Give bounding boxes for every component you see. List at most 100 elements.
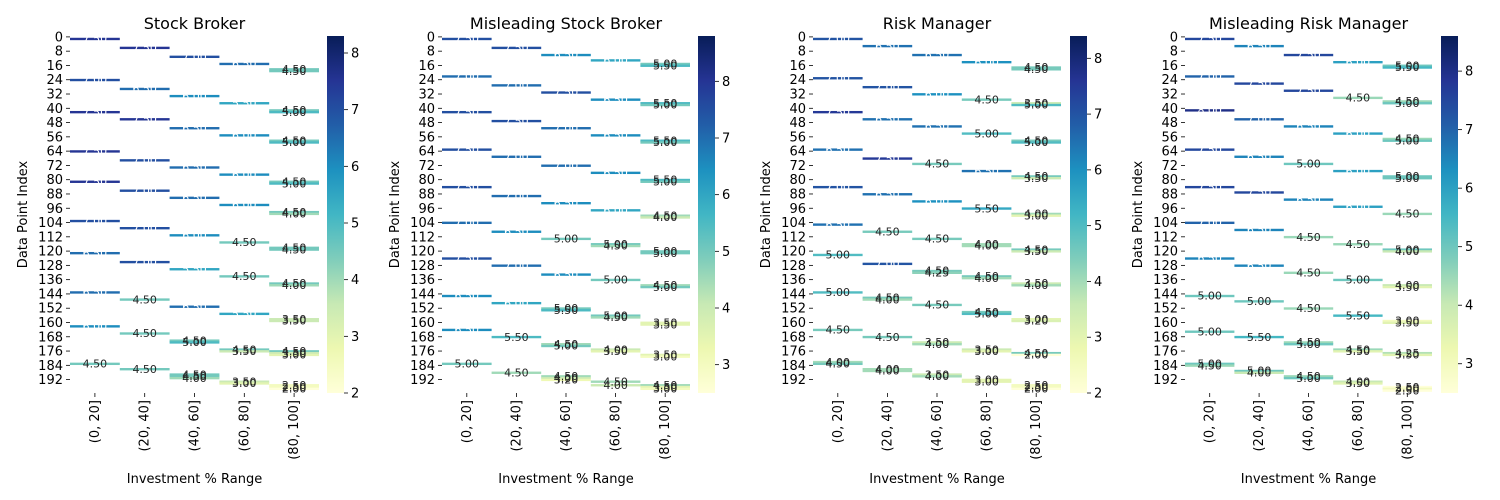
y-tick-label: 16 xyxy=(46,59,63,74)
heatmap-cell xyxy=(219,134,270,137)
heatmap-cell xyxy=(269,353,319,357)
colorbar-tick-label: 6 xyxy=(351,160,359,175)
cell-value-label: 5.00 xyxy=(653,281,678,294)
heatmap-cell xyxy=(442,257,492,260)
y-tick-label: 184 xyxy=(410,359,435,374)
heatmap-cell xyxy=(813,223,863,226)
cell-value-label: 4.00 xyxy=(554,372,579,385)
cell-value-label: 3.50 xyxy=(925,368,950,381)
colorbar-tick-label: 2 xyxy=(351,387,359,402)
heatmap-cell xyxy=(442,110,492,114)
heatmap-cell xyxy=(1185,364,1235,367)
heatmap-cell xyxy=(269,212,319,216)
heatmap-cell xyxy=(70,150,120,153)
cell-value-label: 4.00 xyxy=(1395,279,1420,292)
heatmap-cell xyxy=(640,178,690,182)
heatmap-cell xyxy=(442,362,492,366)
cell-value-label: 7.00 xyxy=(875,81,900,94)
x-axis-label: Investment % Range xyxy=(127,472,262,487)
heatmap-cell xyxy=(961,348,1012,351)
cell-value-label: 3.50 xyxy=(232,345,257,358)
cell-value-label: 6.50 xyxy=(1247,224,1272,237)
cell-value-label: 4.50 xyxy=(282,345,307,358)
colorbar-tick-label: 8 xyxy=(1465,65,1473,80)
cell-value-label: 6.00 xyxy=(925,88,950,101)
y-tick-label: 136 xyxy=(1153,273,1178,288)
y-tick-label: 160 xyxy=(410,316,435,331)
colorbar-tick-label: 6 xyxy=(722,188,730,203)
heatmap-cell xyxy=(70,110,120,114)
y-axis-label: Data Point Index xyxy=(388,161,403,269)
cell-value-label: 7.50 xyxy=(1296,49,1321,62)
cell-value-label: 7.50 xyxy=(455,106,480,119)
cell-value-label: 6.00 xyxy=(182,90,207,103)
cell-value-label: 4.00 xyxy=(875,363,900,376)
cell-value-label: 5.50 xyxy=(653,134,678,147)
heatmap-cell xyxy=(119,159,170,162)
cell-value-label: 4.25 xyxy=(1395,347,1420,360)
y-tick-label: 40 xyxy=(789,102,806,117)
cell-value-label: 7.50 xyxy=(455,143,480,156)
cell-value-label: 7.50 xyxy=(1247,186,1272,199)
cell-value-label: 4.00 xyxy=(1395,245,1420,258)
heatmap-cell xyxy=(269,182,319,185)
cell-value-label: 6.00 xyxy=(504,297,529,310)
cell-value-label: 5.00 xyxy=(653,58,678,71)
y-tick-label: 112 xyxy=(38,230,63,245)
cell-value-label: 5.00 xyxy=(603,274,628,287)
cell-value-label: 4.00 xyxy=(925,338,950,351)
heatmap-cell xyxy=(862,296,913,299)
heatmap-cell xyxy=(961,207,1012,210)
cell-value-label: 4.00 xyxy=(603,343,628,356)
cell-value-label: 4.50 xyxy=(282,63,307,76)
y-tick-label: 192 xyxy=(1153,373,1178,388)
colorbar-tick-label: 7 xyxy=(1094,108,1102,123)
cell-value-label: 3.00 xyxy=(653,383,678,396)
y-tick-label: 120 xyxy=(410,245,435,260)
cell-value-label: 7.50 xyxy=(83,175,108,188)
y-tick-label: 48 xyxy=(789,116,806,131)
cell-value-label: 3.20 xyxy=(554,374,579,387)
cell-value-label: 6.50 xyxy=(182,300,207,313)
cell-value-label: 4.50 xyxy=(282,175,307,188)
cell-value-label: 7.50 xyxy=(1197,33,1222,46)
y-tick-label: 168 xyxy=(410,330,435,345)
cell-value-label: 6.00 xyxy=(83,320,108,333)
y-tick-label: 96 xyxy=(46,202,63,217)
cell-value-label: 7.00 xyxy=(1197,217,1222,230)
heatmap-cell xyxy=(1333,60,1383,64)
cell-value-label: 7.50 xyxy=(455,252,480,265)
y-tick-label: 152 xyxy=(410,302,435,317)
heatmap-panel-1: Stock Broker 7.50 7.50 7.00 6.50 4.50 4.50 7.00… xyxy=(16,14,359,487)
colorbar-tick-label: 7 xyxy=(722,132,730,147)
y-tick-label: 8 xyxy=(1170,45,1178,60)
cell-value-label: 3.00 xyxy=(1395,315,1420,328)
heatmap-cell xyxy=(269,248,319,251)
cell-value-label: 7.00 xyxy=(182,51,207,64)
heatmap-cell xyxy=(961,60,1012,64)
heatmap-cell xyxy=(119,298,170,301)
y-tick-label: 64 xyxy=(46,145,63,160)
colorbar-gradient xyxy=(698,36,715,393)
y-tick-label: 64 xyxy=(789,145,806,160)
heatmap-cell xyxy=(590,244,641,248)
heatmap-cell xyxy=(70,325,120,328)
heatmap-cell xyxy=(912,343,962,346)
y-axis-label: Data Point Index xyxy=(759,161,774,269)
colorbar-gradient xyxy=(1441,36,1458,393)
heatmap-cell xyxy=(1382,64,1432,67)
heatmap-cell xyxy=(1185,148,1235,151)
y-tick-label: 120 xyxy=(781,245,806,260)
heatmap-cell xyxy=(1333,314,1383,317)
y-tick-label: 184 xyxy=(38,359,63,374)
x-tick-label: (80, 100] xyxy=(1400,400,1415,460)
heatmap-cell xyxy=(961,98,1012,101)
cell-value-label: 5.00 xyxy=(826,249,851,262)
heatmap-cell xyxy=(1333,169,1383,173)
cell-value-label: 4.50 xyxy=(554,370,579,383)
cell-value-label: 3.50 xyxy=(653,349,678,362)
y-tick-label: 48 xyxy=(46,116,63,131)
cell-value-label: 3.00 xyxy=(1024,313,1049,326)
heatmap-cell xyxy=(1283,89,1334,92)
cell-value-label: 4.50 xyxy=(875,225,900,238)
